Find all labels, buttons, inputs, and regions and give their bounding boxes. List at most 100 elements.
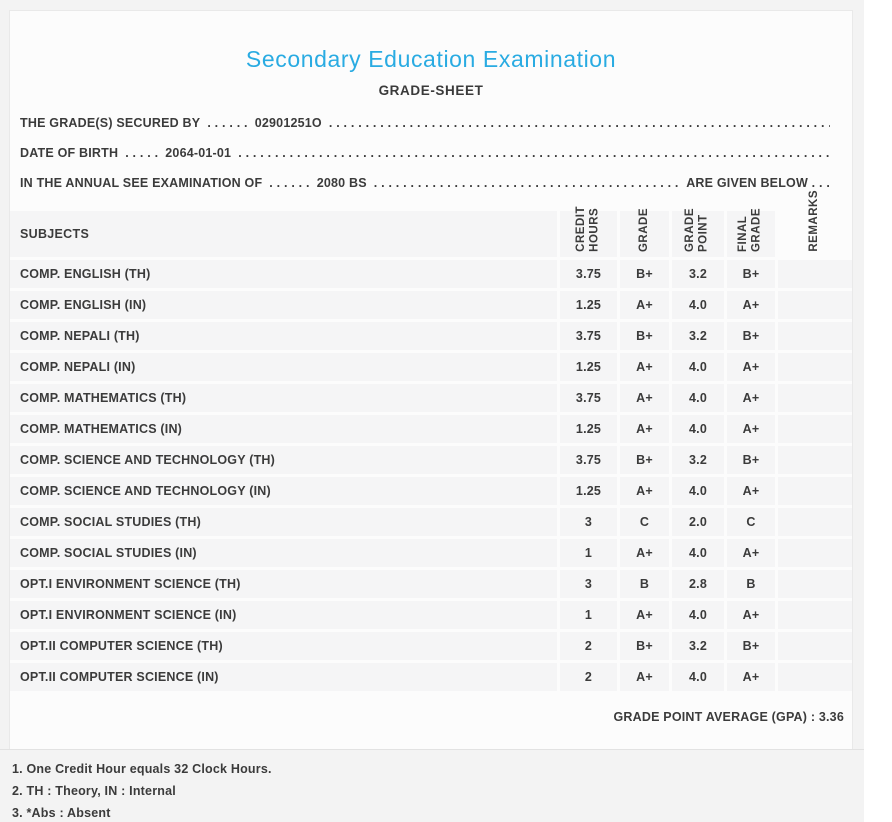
col-header-grade: GRADE — [620, 207, 669, 257]
subject-cell: COMP. SOCIAL STUDIES (TH) — [10, 508, 557, 536]
grade-cell: C — [620, 508, 669, 536]
dot-leader: . . . . . . — [269, 176, 310, 190]
grade-cell: B+ — [620, 446, 669, 474]
grade-header-label: GRADE — [637, 207, 650, 252]
grade-point-cell: 4.0 — [672, 539, 724, 567]
grade-cell: B+ — [620, 632, 669, 660]
final-grade-cell: A+ — [727, 415, 775, 443]
grade-sheet-heading: GRADE-SHEET — [378, 83, 484, 98]
footer-notes: 1. One Credit Hour equals 32 Clock Hours… — [0, 750, 864, 822]
date-of-birth-line: DATE OF BIRTH . . . . . 2064-01-01 . . .… — [10, 138, 852, 168]
date-of-birth-label: DATE OF BIRTH — [20, 146, 119, 160]
credit-hours-cell: 1.25 — [560, 353, 617, 381]
final-grade-cell: C — [727, 508, 775, 536]
grade-cell: A+ — [620, 384, 669, 412]
page-background: Secondary Education Examination GRADE-SH… — [0, 0, 864, 822]
col-header-grade-point: GRADE POINT — [672, 207, 724, 257]
grade-point-cell: 3.2 — [672, 322, 724, 350]
subject-cell: COMP. ENGLISH (IN) — [10, 291, 557, 319]
grade-cell: A+ — [620, 539, 669, 567]
credit-hours-cell: 3 — [560, 570, 617, 598]
final-grade-cell: B+ — [727, 446, 775, 474]
grade-cell: B+ — [620, 260, 669, 288]
page-title: Secondary Education Examination — [245, 46, 617, 72]
subject-cell: COMP. SCIENCE AND TECHNOLOGY (TH) — [10, 446, 557, 474]
credit-hours-cell: 1.25 — [560, 291, 617, 319]
dot-leader: . . . . . . . . . . . . . . . . . . . . … — [373, 176, 679, 190]
grade-sheet-card: Secondary Education Examination GRADE-SH… — [9, 10, 853, 749]
remarks-cell — [778, 570, 852, 598]
are-given-below-label: ARE GIVEN BELOW . . . — [686, 176, 830, 190]
credit-hours-cell: 2 — [560, 663, 617, 691]
final-grade-cell: A+ — [727, 601, 775, 629]
grade-point-cell: 4.0 — [672, 477, 724, 505]
examination-year-line: IN THE ANNUAL SEE EXAMINATION OF . . . .… — [10, 168, 852, 198]
grade-cell: A+ — [620, 291, 669, 319]
grade-cell: A+ — [620, 415, 669, 443]
note-item: 2. TH : Theory, IN : Internal — [12, 784, 176, 798]
final-grade-cell: A+ — [727, 539, 775, 567]
grade-point-cell: 4.0 — [672, 353, 724, 381]
remarks-cell — [778, 663, 852, 691]
grade-point-cell: 3.2 — [672, 632, 724, 660]
remarks-cell — [778, 446, 852, 474]
col-header-final-grade: FINAL GRADE — [727, 207, 775, 257]
remarks-cell — [778, 539, 852, 567]
subject-cell: OPT.II COMPUTER SCIENCE (TH) — [10, 632, 557, 660]
subject-cell: COMP. MATHEMATICS (TH) — [10, 384, 557, 412]
credit-hours-cell: 2 — [560, 632, 617, 660]
subject-cell: COMP. SOCIAL STUDIES (IN) — [10, 539, 557, 567]
subject-cell: COMP. NEPALI (IN) — [10, 353, 557, 381]
grade-secured-label: THE GRADE(S) SECURED BY — [20, 116, 201, 130]
subject-cell: OPT.I ENVIRONMENT SCIENCE (TH) — [10, 570, 557, 598]
gpa-summary: GRADE POINT AVERAGE (GPA) : 3.36 — [613, 710, 844, 724]
grade-point-header-label: GRADE POINT — [684, 207, 710, 252]
grade-cell: A+ — [620, 353, 669, 381]
subject-cell: COMP. ENGLISH (TH) — [10, 260, 557, 288]
subject-cell: COMP. SCIENCE AND TECHNOLOGY (IN) — [10, 477, 557, 505]
examination-year-label: IN THE ANNUAL SEE EXAMINATION OF — [20, 176, 263, 190]
remarks-cell — [778, 384, 852, 412]
remarks-cell — [778, 322, 852, 350]
symbol-number-value: 02901251O — [254, 116, 322, 130]
remarks-cell — [778, 477, 852, 505]
date-of-birth-value: 2064-01-01 — [165, 146, 232, 160]
grade-point-cell: 2.8 — [672, 570, 724, 598]
credit-hours-cell: 1.25 — [560, 415, 617, 443]
dot-leader: . . . . . . . . . . . . . . . . . . . . … — [238, 146, 830, 160]
grade-point-cell: 4.0 — [672, 415, 724, 443]
remarks-header-label: REMARKS — [808, 190, 821, 252]
final-grade-cell: B+ — [727, 632, 775, 660]
subject-cell: OPT.II COMPUTER SCIENCE (IN) — [10, 663, 557, 691]
subject-cell: COMP. NEPALI (TH) — [10, 322, 557, 350]
final-grade-cell: B+ — [727, 322, 775, 350]
final-grade-cell: A+ — [727, 663, 775, 691]
final-grade-cell: A+ — [727, 384, 775, 412]
col-header-subjects: SUBJECTS — [10, 211, 557, 257]
final-grade-cell: A+ — [727, 291, 775, 319]
remarks-cell — [778, 601, 852, 629]
remarks-cell — [778, 291, 852, 319]
remarks-cell — [778, 353, 852, 381]
col-header-remarks: REMARKS — [778, 190, 852, 257]
grade-point-cell: 4.0 — [672, 384, 724, 412]
remarks-cell — [778, 415, 852, 443]
grade-point-cell: 3.2 — [672, 446, 724, 474]
grade-cell: A+ — [620, 477, 669, 505]
dot-leader: . . . . . . . . . . . . . . . . . . . . … — [328, 116, 830, 130]
subject-cell: OPT.I ENVIRONMENT SCIENCE (IN) — [10, 601, 557, 629]
note-item: 3. *Abs : Absent — [12, 806, 111, 820]
final-grade-header-label: FINAL GRADE — [737, 207, 763, 252]
final-grade-cell: B — [727, 570, 775, 598]
grade-point-cell: 3.2 — [672, 260, 724, 288]
grade-point-cell: 4.0 — [672, 291, 724, 319]
dot-leader: . . . . . — [125, 146, 159, 160]
final-grade-cell: B+ — [727, 260, 775, 288]
grade-point-cell: 2.0 — [672, 508, 724, 536]
credit-hours-header-label: CREDIT HOURS — [574, 206, 601, 252]
final-grade-cell: A+ — [727, 477, 775, 505]
col-header-credit-hours: CREDIT HOURS — [560, 206, 617, 257]
credit-hours-cell: 1 — [560, 601, 617, 629]
examination-year-value: 2080 BS — [316, 176, 367, 190]
grade-point-cell: 4.0 — [672, 663, 724, 691]
